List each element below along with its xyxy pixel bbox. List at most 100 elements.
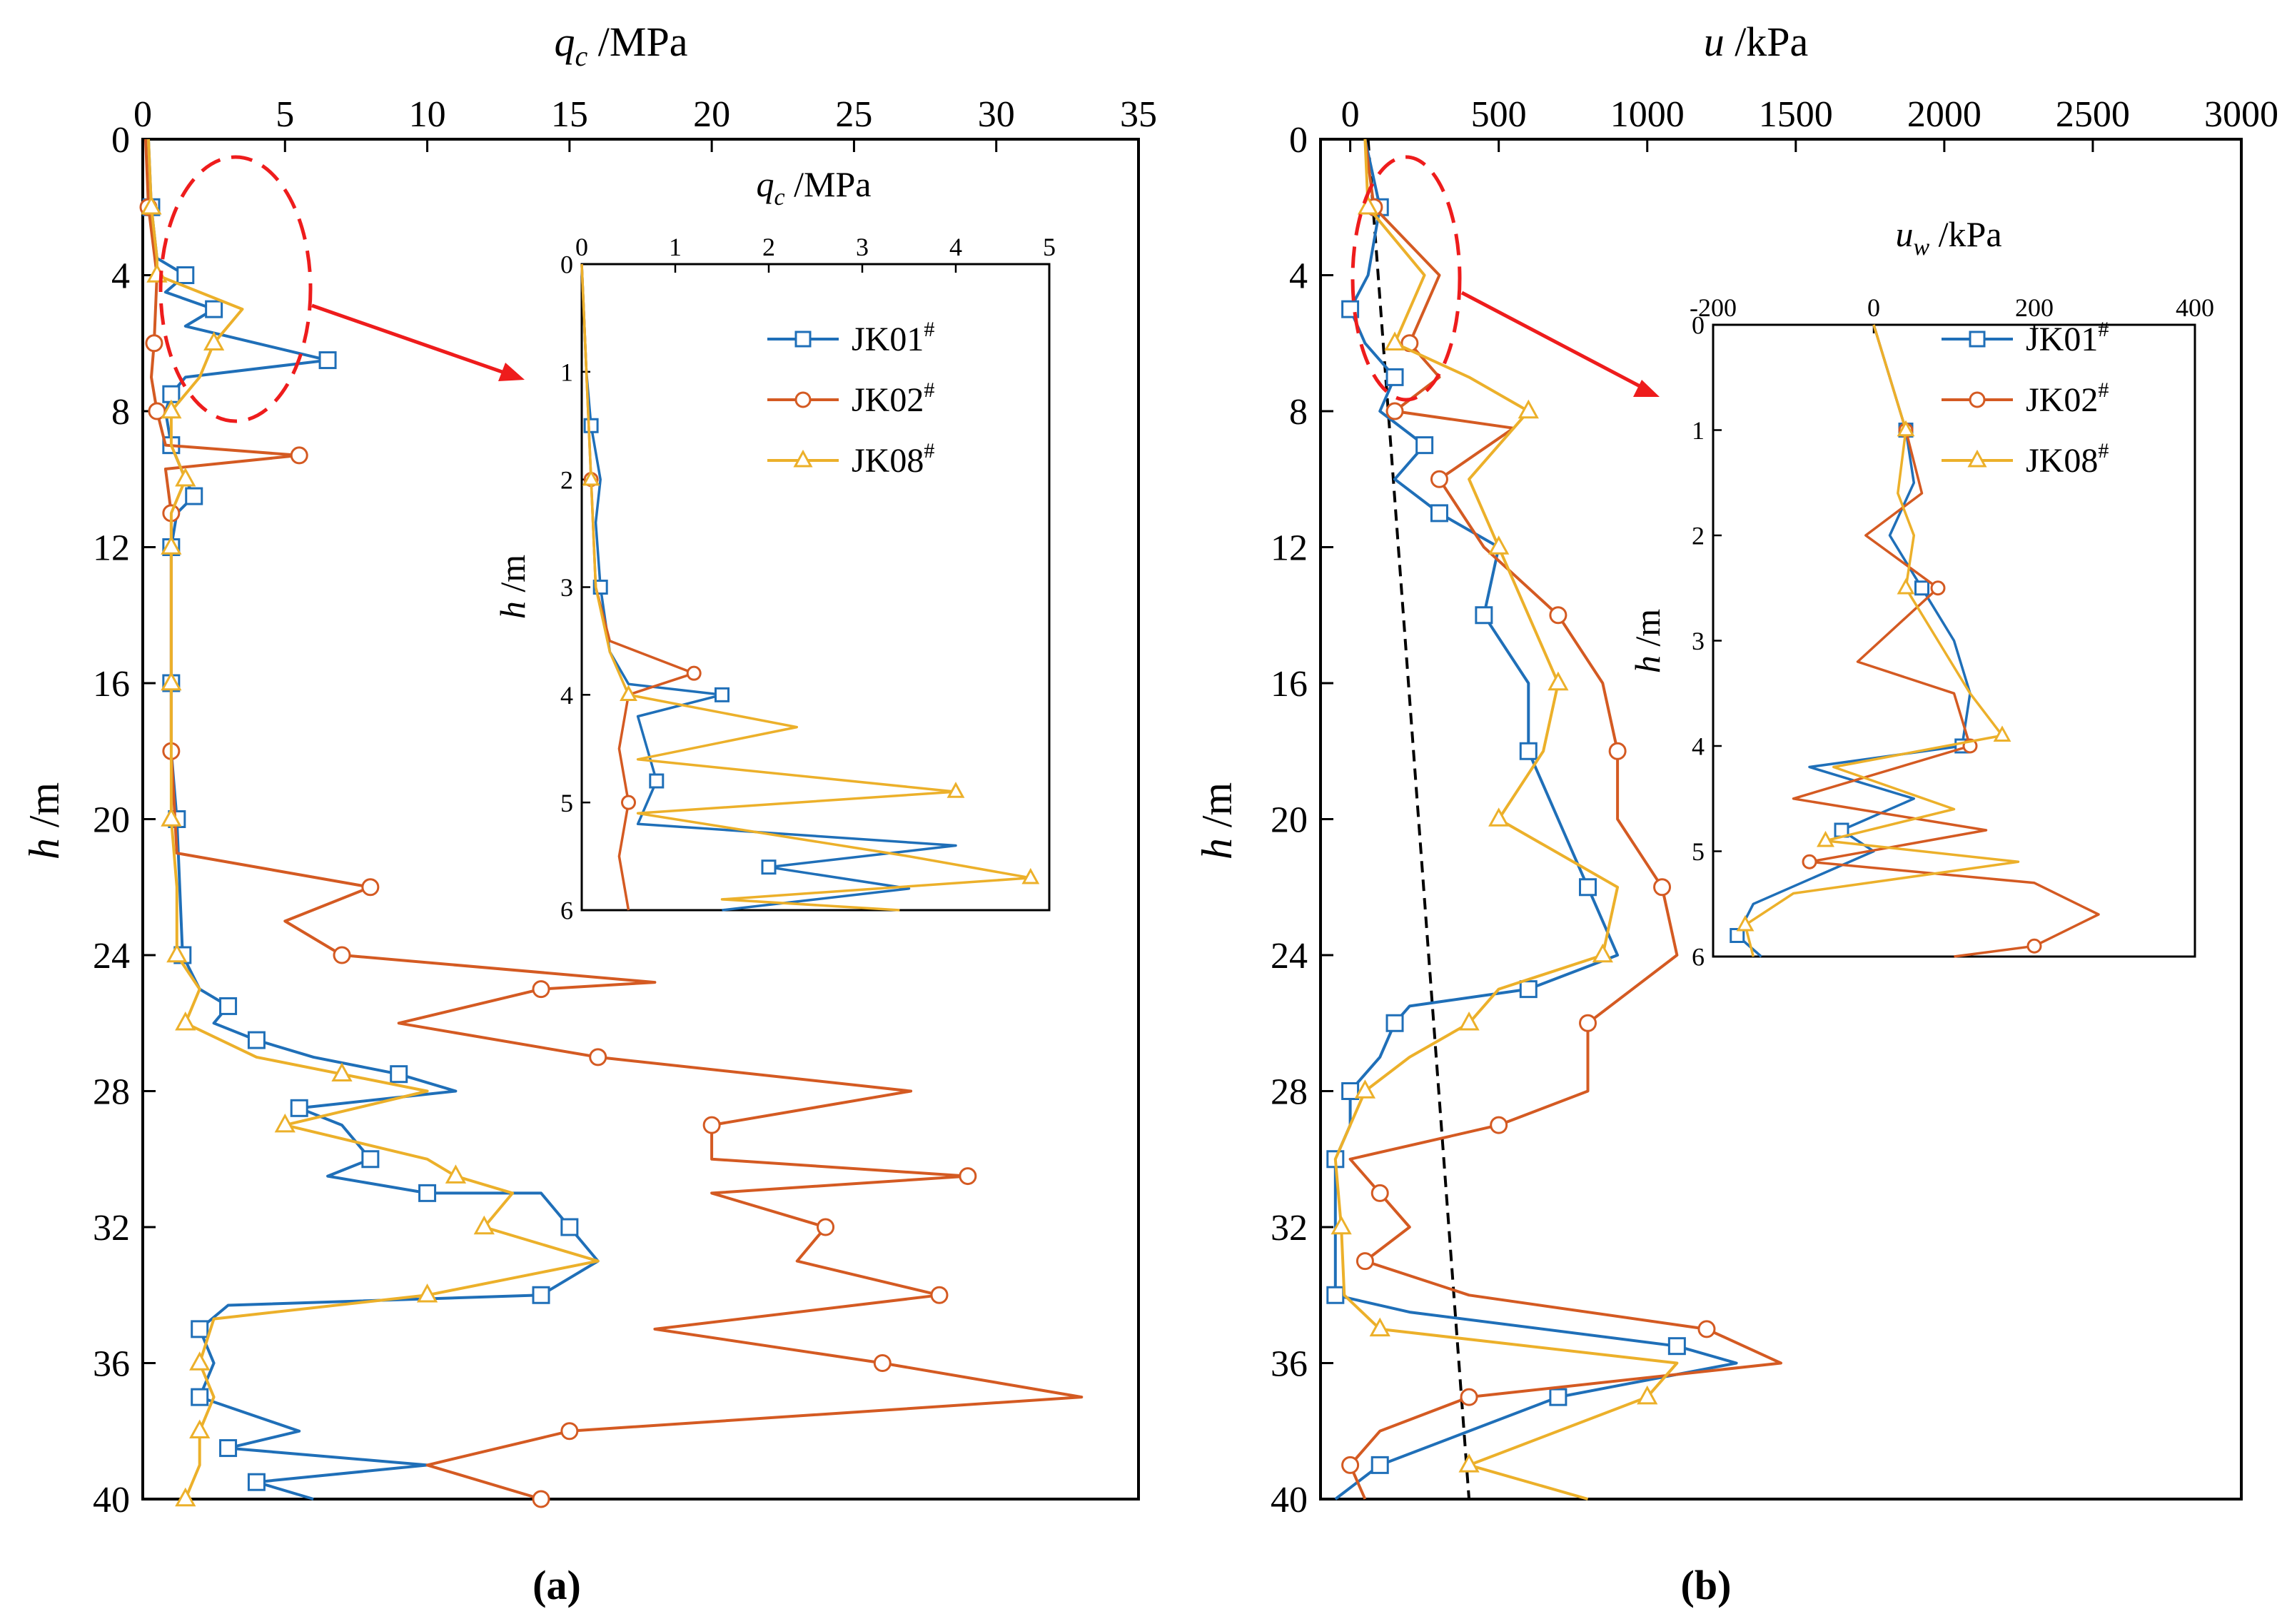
panel-b-y-tick-label: 40 xyxy=(1271,1480,1308,1520)
panel-a-ylabel-var: h xyxy=(21,838,68,859)
panel-b-inset-series-jk02-marker xyxy=(1802,854,1817,869)
panel-b-series-jk01-marker xyxy=(1415,436,1434,455)
panel-a-series-jk08-marker xyxy=(473,1215,495,1235)
panel-a-series-jk01-marker xyxy=(219,997,238,1015)
panel-b-y-tick-label: 24 xyxy=(1271,936,1308,977)
panel-a-inset-series-jk02-marker xyxy=(686,665,702,681)
panel-b-zoom-arrowhead xyxy=(1633,380,1660,397)
panel-a-inset-series-jk08-marker xyxy=(582,469,600,486)
panel-a-legend-label-jk08: JK08# xyxy=(852,439,934,480)
panel-a-series-jk08-marker xyxy=(141,195,162,215)
panel-b-inset-y-tick-label: 4 xyxy=(1692,732,1705,761)
panel-a-y-tick-label: 28 xyxy=(93,1072,130,1113)
panel-b-inset-series-jk01-line xyxy=(1736,324,1972,958)
panel-a-inset-y-tick-label: 1 xyxy=(560,358,573,386)
panel-a-y-tick-label: 24 xyxy=(93,936,130,977)
panel-a-inset-series-jk01-marker xyxy=(761,859,777,875)
panel-b-series-jk01-marker xyxy=(1579,878,1597,897)
panel-b-series-jk01-marker xyxy=(1385,368,1404,386)
panel-a-highlight-ellipse xyxy=(158,155,313,423)
panel-b-inset-x-tick-label: 0 xyxy=(1867,293,1880,322)
panel-a-inset-xlabel-var: q xyxy=(757,164,774,204)
panel-b-y-tick-label: 16 xyxy=(1271,664,1308,705)
panel-b-inset-y-tick-label: 1 xyxy=(1692,416,1705,445)
panel-a-series-jk01-marker xyxy=(318,351,337,370)
panel-b-inset-x-tick-label: 400 xyxy=(2176,293,2214,322)
panel-a-x-tick-label: 10 xyxy=(409,94,446,135)
panel-b-legend-marker-jk02 xyxy=(1969,391,1986,408)
panel-a-series-jk02-marker xyxy=(532,1490,550,1508)
panel-b-series-jk01-marker xyxy=(1430,504,1448,523)
panel-a-series-jk08-marker xyxy=(166,943,188,963)
panel-a-series-jk01-marker xyxy=(247,1031,266,1049)
panel-a-ylabel-unit: /m xyxy=(21,782,68,838)
panel-b-inset-xlabel-unit: /kPa xyxy=(1929,214,2001,254)
panel-b-ylabel-unit: /m xyxy=(1193,782,1241,838)
panel-b-inset-series-jk08-line xyxy=(1744,324,2020,957)
panel-a-y-tick-label: 40 xyxy=(93,1480,130,1520)
panel-a-y-tick-label: 16 xyxy=(93,664,130,705)
panel-a-y-axis-title: h /m xyxy=(21,782,68,859)
panel-a-inset-xlabel-unit: /MPa xyxy=(785,164,872,204)
panel-b-series-jk02-marker xyxy=(1697,1320,1716,1338)
panel-a-x-tick-label: 30 xyxy=(978,94,1015,135)
panel-a-series-jk01-marker xyxy=(219,1439,238,1458)
panel-a-x-ticks: 0 5 10 15 20 25 30 35 xyxy=(133,94,1157,152)
panel-b-x-tick-label: 2000 xyxy=(1907,94,1981,135)
panel-b-inset-series-jk02-marker xyxy=(1930,580,1946,596)
panel-b-series-jk02-marker xyxy=(1370,1184,1389,1202)
panel-a-series-jk08-marker xyxy=(161,535,182,555)
panel-a-series-jk01-marker xyxy=(361,1150,380,1169)
panel-a-legend-marker-jk08 xyxy=(793,449,813,468)
panel-b-inset-y-tick-label: 6 xyxy=(1692,943,1705,972)
panel-a-inset-y-tick-label: 6 xyxy=(560,897,573,925)
panel-b-series-jk08-marker xyxy=(1357,195,1379,215)
panel-b-series-jk02-marker xyxy=(1341,1456,1360,1474)
panel-a-series-jk08-marker xyxy=(445,1164,467,1184)
panel-b-x-tick-label: 500 xyxy=(1471,94,1527,135)
panel-b-inset-x-ticks: -200 0 200 400 xyxy=(1690,293,2214,333)
panel-a-series-jk01-marker xyxy=(191,1320,209,1338)
panel-a-series-jk02-marker xyxy=(560,1422,579,1441)
panel-b-series-jk02-marker xyxy=(1430,470,1448,488)
panel-b-y-tick-label: 32 xyxy=(1271,1208,1308,1249)
panel-b-series-jk02-marker xyxy=(1490,1116,1508,1134)
panel-b-series-jk08-marker xyxy=(1458,1453,1480,1473)
panel-a-series-jk08-marker xyxy=(416,1283,438,1303)
panel-b-legend-label-jk08: JK08# xyxy=(2026,439,2109,480)
panel-a-series-jk08-marker xyxy=(175,1011,196,1031)
panel-b-inset-y-axis-title: h /m xyxy=(1627,609,1667,673)
panel-b-ylabel-var: h xyxy=(1193,838,1241,859)
panel-b-series-jk02-marker xyxy=(1579,1014,1597,1032)
panel-a-series-jk08-marker xyxy=(175,467,196,487)
panel-a-inset-xlabel-sub: c xyxy=(774,184,785,211)
panel-b-inset-ylabel-unit: /m xyxy=(1627,609,1667,655)
panel-b-y-axis-title: h /m xyxy=(1193,782,1241,859)
panel-b-x-tick-label: 3000 xyxy=(2204,94,2278,135)
panel-b-y-tick-label: 0 xyxy=(1289,120,1308,161)
panel-a-series-jk02-marker xyxy=(333,946,351,964)
panel-a-inset-series-jk08-marker xyxy=(1021,867,1040,884)
panel-a-inset-x-tick-label: 1 xyxy=(669,233,682,261)
panel-b-x-tick-label: 1000 xyxy=(1610,94,1685,135)
panel-a-y-tick-label: 0 xyxy=(111,120,130,161)
panel-b-highlight-ellipse xyxy=(1351,155,1462,402)
panel-a-x-tick-label: 5 xyxy=(276,94,294,135)
panel-a-x-axis-title: qc /MPa xyxy=(555,19,688,72)
panel-b-y-ticks: 0 4 8 12 16 20 24 28 32 36 40 xyxy=(1271,120,1333,1520)
panel-b-series-jk01-marker xyxy=(1549,1388,1567,1406)
panel-b-y-tick-label: 28 xyxy=(1271,1072,1308,1113)
panel-b-inset-y-tick-label: 0 xyxy=(1692,311,1705,340)
panel-a-label: (a) xyxy=(532,1562,581,1608)
panel-b-series-jk08-marker xyxy=(1369,1317,1390,1337)
panel-b-xlabel-unit: /kPa xyxy=(1725,19,1809,65)
panel-a-series-jk08-line xyxy=(147,138,600,1500)
panel-a-zoom-arrow xyxy=(311,303,511,377)
panel-a-zoom-arrowhead xyxy=(498,363,525,381)
panel-b-series-jk01-marker xyxy=(1475,606,1493,625)
panel-a-series-jk01-marker xyxy=(560,1218,579,1236)
panel-b-series-jk01-marker xyxy=(1326,1286,1345,1304)
panel-b-inset-x-axis-title: uw /kPa xyxy=(1895,214,2001,261)
